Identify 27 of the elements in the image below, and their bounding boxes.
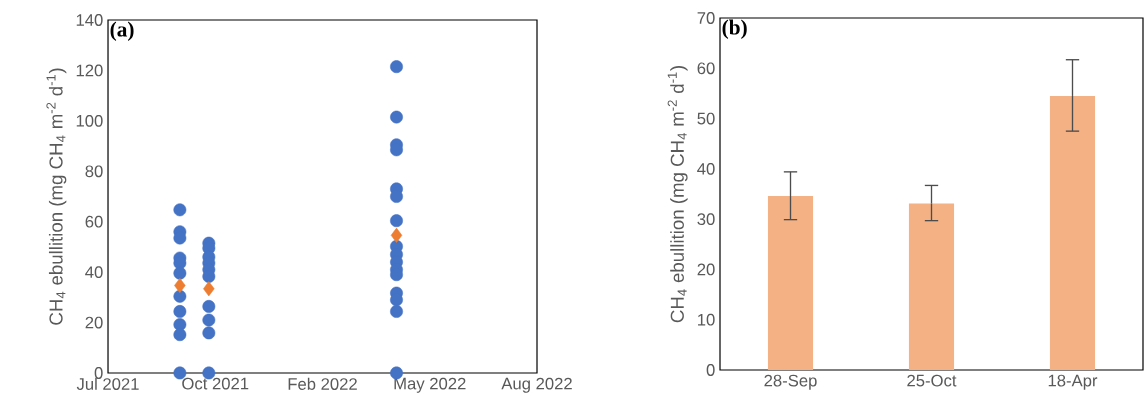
y-tick-label: 60 <box>85 215 103 228</box>
y-tick-label: 10 <box>698 313 715 326</box>
x-tick-label: Feb 2022 <box>288 377 357 390</box>
y-tick-label: 60 <box>697 62 715 75</box>
y-tick-label: 0 <box>94 367 103 379</box>
chart-title: (b) <box>722 19 747 39</box>
y-tick-label: 40 <box>85 266 103 279</box>
y-tick-label: 50 <box>697 112 715 125</box>
y-tick-label: 40 <box>697 162 715 175</box>
x-tick-label: 25-Oct <box>907 374 957 387</box>
y-tick-label: 100 <box>76 114 103 127</box>
text: CH$_{4}$ ebullition (mg CH$_{4}$ m$^{-2}$ d$^{-1}$) <box>667 66 688 323</box>
x-tick-label: 28-Sep <box>764 374 817 390</box>
y-tick-label: 80 <box>85 165 103 178</box>
y-tick-label: 30 <box>697 213 715 226</box>
x-tick-label: Aug 2022 <box>501 377 572 393</box>
chart-title: (a) <box>110 21 134 41</box>
x-tick-label: May 2022 <box>394 377 466 393</box>
text: CH$_{4}$ ebullition (mg CH$_{4}$ m$^{-2}$ d$^{-1}$) <box>46 68 67 325</box>
y-tick-label: 70 <box>697 12 715 24</box>
y-tick-label: 140 <box>76 14 103 26</box>
y-tick-label: 20 <box>85 316 103 329</box>
x-tick-label: Oct 2021 <box>182 377 249 390</box>
x-tick-label: 18-Apr <box>1048 374 1098 390</box>
y-tick-label: 0 <box>706 364 715 376</box>
y-tick-label: 20 <box>697 263 715 276</box>
y-tick-label: 120 <box>76 64 103 77</box>
